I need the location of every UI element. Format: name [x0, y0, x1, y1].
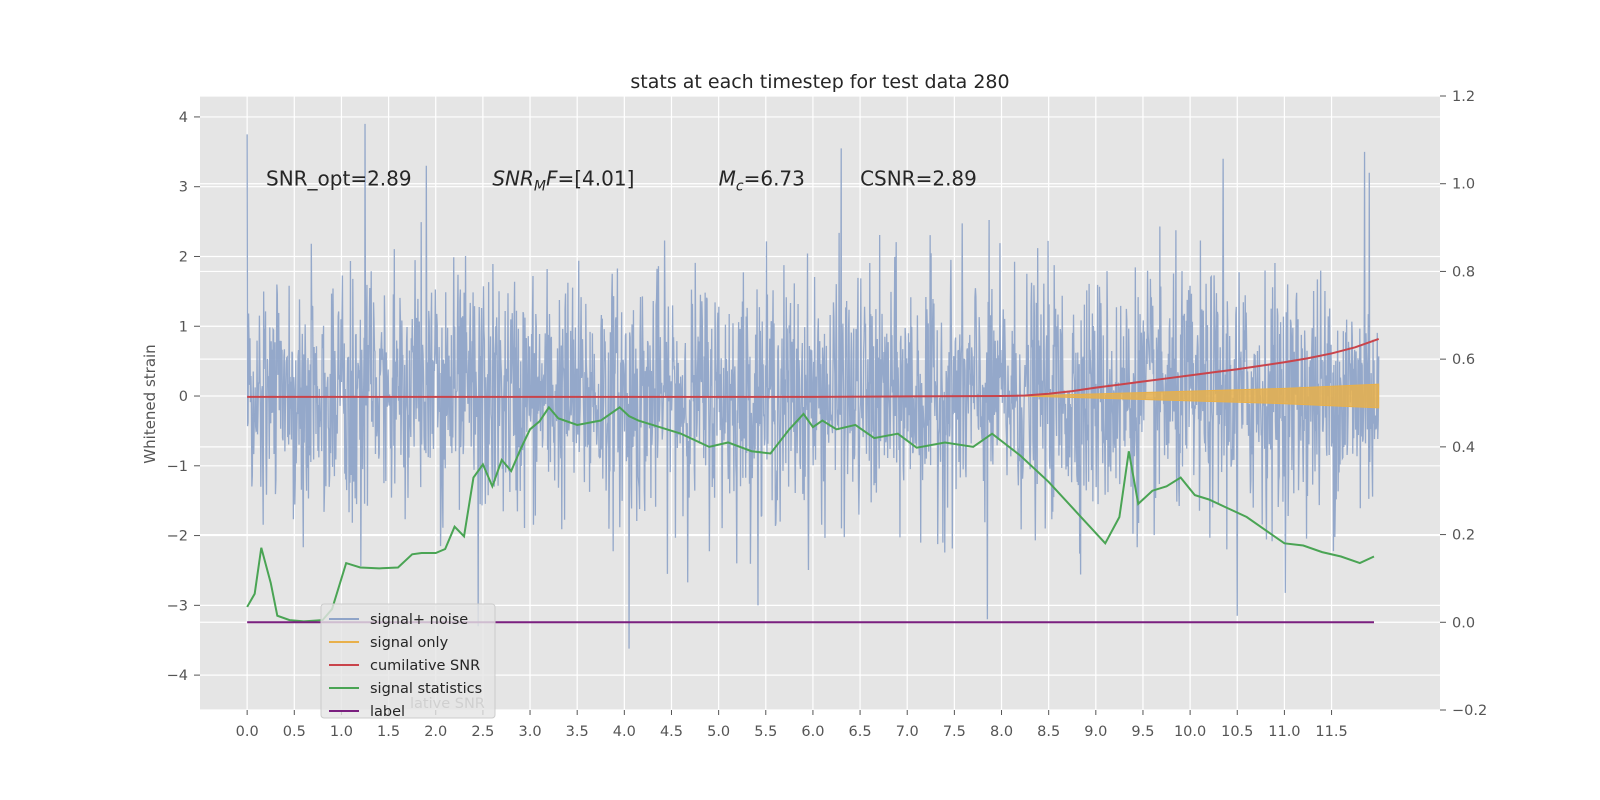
x-tick-label: 2.5: [471, 724, 494, 740]
x-tick-label: 0.0: [236, 724, 259, 740]
x-tick-label: 11.5: [1315, 724, 1347, 740]
annotation-snr-mf: SNRMF=[4.01]: [492, 167, 634, 195]
y-tick-label: 2: [179, 249, 188, 265]
y-tick-label: 0: [179, 389, 188, 405]
x-tick-label: 5.5: [754, 724, 777, 740]
x-tick-label: 8.0: [990, 724, 1013, 740]
x-tick-label: 6.5: [849, 724, 872, 740]
y2-tick-label: 0.4: [1452, 440, 1475, 456]
signal-only-series: [1020, 383, 1380, 409]
x-tick-label: 7.5: [943, 724, 966, 740]
x-tick-label: 5.0: [707, 724, 730, 740]
x-axis-ticks: 0.0 0.5 1.0 1.5 2.0 2.5 3.0 3.5 4.0 4.5 5.0 5.5 6.0 6…: [236, 710, 1348, 740]
chart-title: stats at each timestep for test data 280: [630, 71, 1009, 93]
x-tick-label: 9.5: [1131, 724, 1154, 740]
x-tick-label: 1.0: [330, 724, 353, 740]
y-tick-label: −2: [167, 529, 188, 545]
signal-noise-series: [246, 123, 1380, 649]
legend-entry: label: [370, 704, 405, 720]
y-tick-label: 4: [179, 110, 188, 126]
x-tick-label: 7.0: [896, 724, 919, 740]
annotation-snr-opt: SNR_opt=2.89: [266, 167, 412, 191]
y-tick-label: −3: [167, 598, 188, 614]
signal-statistics-line: [246, 405, 1375, 623]
x-tick-label: 3.0: [519, 724, 542, 740]
legend: lative SNR signal+ noise signal only cumila…: [320, 603, 496, 720]
x-tick-label: 0.5: [283, 724, 306, 740]
y-axis-label: Whitened strain: [141, 344, 159, 463]
annotations: SNR_opt=2.89 SNRMF=[4.01] Mc=6.73 CSNR=2.89: [266, 167, 977, 195]
x-tick-label: 10.0: [1174, 724, 1206, 740]
annotation-mc: Mc=6.73: [719, 167, 805, 195]
x-tick-label: 11.0: [1268, 724, 1300, 740]
y2-tick-label: −0.2: [1452, 703, 1487, 719]
x-tick-label: 1.5: [377, 724, 400, 740]
x-tick-label: 9.0: [1084, 724, 1107, 740]
y2-tick-label: 1.2: [1452, 89, 1475, 105]
signal-only-band: [1020, 383, 1380, 409]
x-tick-label: 8.5: [1037, 724, 1060, 740]
annotation-csnr: CSNR=2.89: [860, 167, 977, 191]
legend-entry: cumilative SNR: [370, 658, 480, 674]
cumilative-snr-line: [247, 338, 1380, 398]
legend-entry: signal only: [370, 635, 449, 651]
x-tick-label: 2.0: [424, 724, 447, 740]
y2-tick-label: 0.2: [1452, 528, 1475, 544]
x-tick-label: 4.5: [660, 724, 683, 740]
y2-tick-label: 0.0: [1452, 615, 1475, 631]
y-tick-label: 1: [179, 319, 188, 335]
signal-noise-line: [246, 123, 1380, 649]
x-tick-label: 3.5: [566, 724, 589, 740]
y2-tick-label: 0.6: [1452, 352, 1475, 368]
y2-tick-label: 0.8: [1452, 264, 1475, 280]
y2-axis-ticks: 1.2 1.0 0.8 0.6 0.4 0.2 0.0 −0.2: [1440, 89, 1487, 719]
x-tick-label: 4.0: [613, 724, 636, 740]
y2-tick-label: 1.0: [1452, 177, 1475, 193]
y-tick-label: −4: [167, 668, 188, 684]
y-tick-label: 3: [179, 180, 188, 196]
legend-box: [320, 603, 496, 719]
legend-entry: signal statistics: [370, 681, 482, 697]
x-tick-label: 10.5: [1221, 724, 1253, 740]
legend-entry: signal+ noise: [370, 612, 468, 628]
x-tick-label: 6.0: [801, 724, 824, 740]
legend-ghost-text: lative SNR: [410, 696, 485, 712]
y-axis-ticks: 4 3 2 1 0 −1 −2 −3 −4: [167, 110, 200, 684]
y-tick-label: −1: [167, 459, 188, 475]
